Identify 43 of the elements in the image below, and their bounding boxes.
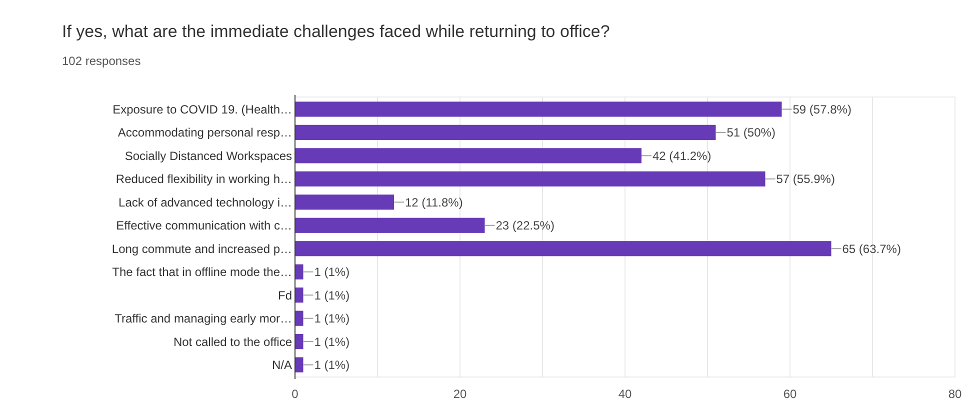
data-label: 59 (57.8%) — [792, 102, 852, 116]
data-label: 42 (41.2%) — [652, 148, 712, 163]
bar — [295, 171, 766, 186]
bar — [295, 310, 304, 326]
bar — [295, 102, 782, 117]
bar — [295, 148, 642, 164]
data-label: 1 (1%) — [314, 358, 350, 372]
data-label: 23 (22.5%) — [496, 218, 554, 233]
y-tick-label: Effective communication with c… — [116, 218, 292, 233]
x-tick-label: 40 — [618, 387, 632, 401]
y-tick-label: The fact that in offline mode the… — [112, 265, 292, 280]
data-label: 65 (63.7%) — [842, 242, 901, 256]
bar — [295, 124, 716, 140]
bar — [295, 357, 304, 372]
text: 102 responses — [62, 54, 141, 68]
y-tick-label: Long commute and increased p… — [112, 242, 292, 256]
y-tick-label: N/A — [272, 358, 292, 372]
bar — [295, 334, 304, 350]
y-tick-label: Traffic and managing early mor… — [114, 312, 292, 326]
data-label: 51 (50%) — [726, 126, 776, 140]
y-tick-label: Exposure to COVID 19. (Health… — [112, 102, 292, 116]
bar — [295, 218, 485, 233]
bar — [295, 241, 832, 256]
x-tick-label: 80 — [948, 387, 962, 401]
bar — [295, 288, 304, 303]
y-tick-label: Fd — [278, 288, 292, 302]
chart-title: If yes, what are the immediate challenges faced while returning to office? — [62, 22, 610, 41]
x-tick-label: 0 — [292, 387, 299, 401]
y-tick-label: Socially Distanced Workspaces — [124, 148, 292, 163]
y-tick-label: Accommodating personal resp… — [118, 126, 292, 140]
bar — [295, 194, 394, 210]
data-label: 1 (1%) — [314, 334, 350, 349]
x-tick-label: 60 — [783, 387, 797, 401]
y-tick-label: Not called to the office — [173, 334, 292, 349]
data-label: 1 (1%) — [314, 312, 350, 326]
data-label: 12 (11.8%) — [405, 195, 463, 210]
bar — [295, 264, 304, 280]
y-tick-label: Lack of advanced technology i… — [118, 195, 292, 210]
x-tick-label: 20 — [453, 387, 467, 401]
data-label: 1 (1%) — [314, 265, 350, 280]
y-tick-label: Reduced flexibility in working h… — [116, 172, 292, 186]
data-label: 57 (55.9%) — [776, 172, 835, 186]
data-label: 1 (1%) — [314, 288, 350, 302]
